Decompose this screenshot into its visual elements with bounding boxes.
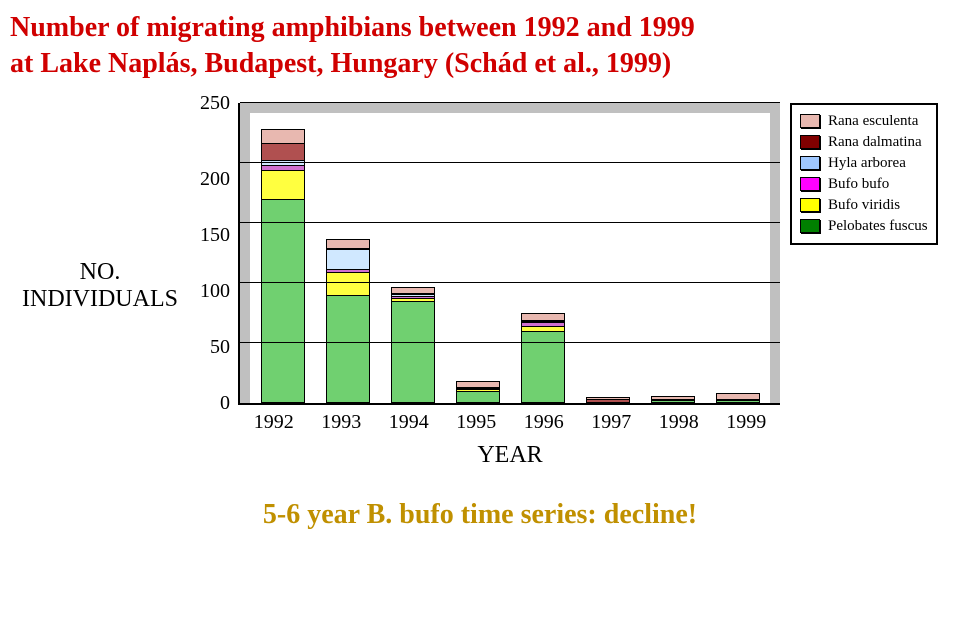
legend-swatch-icon — [800, 198, 820, 212]
legend-row-rana-dalmatina: Rana dalmatina — [800, 132, 928, 153]
y-tick: 250 — [200, 93, 230, 113]
y-tick: 0 — [220, 393, 230, 413]
bar-1996 — [521, 314, 565, 402]
y-axis-label: NO. INDIVIDUALS — [10, 259, 190, 313]
segment-pelobates-fuscus — [651, 400, 695, 402]
x-tick: 1995 — [454, 411, 498, 434]
bar-1995 — [456, 382, 500, 403]
grid-line — [240, 162, 780, 163]
segment-pelobates-fuscus — [261, 199, 305, 403]
legend-label: Bufo bufo — [828, 176, 889, 193]
plot-panel — [250, 113, 770, 403]
legend-label: Rana esculenta — [828, 113, 918, 130]
legend: Rana esculenta Rana dalmatina Hyla arborea… — [790, 103, 938, 245]
y-tick: 200 — [200, 169, 230, 189]
segment-bufo-viridis — [261, 170, 305, 200]
legend-row-pelobates-fuscus: Pelobates fuscus — [800, 216, 928, 237]
segment-pelobates-fuscus — [456, 391, 500, 403]
legend-row-bufo-bufo: Bufo bufo — [800, 174, 928, 195]
legend-swatch-icon — [800, 219, 820, 233]
grid-line — [240, 102, 780, 103]
bar-1993 — [326, 240, 370, 403]
x-tick: 1996 — [522, 411, 566, 434]
segment-pelobates-fuscus — [326, 295, 370, 403]
legend-swatch-icon — [800, 177, 820, 191]
chart-title: Number of migrating amphibians between 1… — [10, 10, 950, 83]
bar-1998 — [651, 397, 695, 402]
chart-container: NO. INDIVIDUALS 250200150100500 19921993… — [10, 103, 950, 469]
x-tick: 1993 — [319, 411, 363, 434]
bar-1997 — [586, 398, 630, 403]
x-tick: 1999 — [724, 411, 768, 434]
segment-rana-dalmatina — [261, 143, 305, 161]
legend-row-hyla-arborea: Hyla arborea — [800, 153, 928, 174]
legend-label: Rana dalmatina — [828, 134, 922, 151]
segment-pelobates-fuscus — [391, 301, 435, 403]
bar-1999 — [716, 394, 760, 403]
legend-swatch-icon — [800, 135, 820, 149]
grid-line — [240, 222, 780, 223]
title-line-2: at Lake Naplás, Budapest, Hungary (Schád… — [10, 48, 671, 79]
legend-label: Pelobates fuscus — [828, 218, 928, 235]
chart-area: 250200150100500 199219931994199519961997… — [200, 103, 780, 469]
grid-line — [240, 342, 780, 343]
x-tick: 1998 — [657, 411, 701, 434]
legend-label: Bufo viridis — [828, 197, 900, 214]
segment-rana-dalmatina — [586, 399, 630, 403]
legend-swatch-icon — [800, 114, 820, 128]
bar-1992 — [261, 130, 305, 402]
legend-row-rana-esculenta: Rana esculenta — [800, 111, 928, 132]
legend-swatch-icon — [800, 156, 820, 170]
x-tick: 1992 — [252, 411, 296, 434]
x-tick: 1997 — [589, 411, 633, 434]
segment-hyla-arborea — [326, 249, 370, 271]
y-tick: 100 — [200, 281, 230, 301]
y-tick: 50 — [210, 337, 230, 357]
x-axis-ticks: 1992 1993 1994 1995 1996 1997 1998 1999 — [240, 405, 780, 434]
y-tick: 150 — [200, 225, 230, 245]
ylabel-line-2: INDIVIDUALS — [22, 286, 178, 312]
x-axis-label: YEAR — [240, 442, 780, 469]
segment-rana-esculenta — [261, 129, 305, 143]
bars-container — [250, 113, 770, 403]
legend-label: Hyla arborea — [828, 155, 906, 172]
bottom-caption: 5-6 year B. bufo time series: decline! — [10, 499, 950, 531]
y-axis-ticks: 250200150100500 — [200, 103, 238, 403]
title-line-1: Number of migrating amphibians between 1… — [10, 12, 695, 43]
plot-background — [238, 103, 780, 405]
ylabel-line-1: NO. — [80, 259, 121, 285]
x-tick: 1994 — [387, 411, 431, 434]
segment-pelobates-fuscus — [716, 400, 760, 402]
segment-bufo-viridis — [326, 272, 370, 296]
grid-line — [240, 282, 780, 283]
legend-row-bufo-viridis: Bufo viridis — [800, 195, 928, 216]
bar-1994 — [391, 288, 435, 403]
